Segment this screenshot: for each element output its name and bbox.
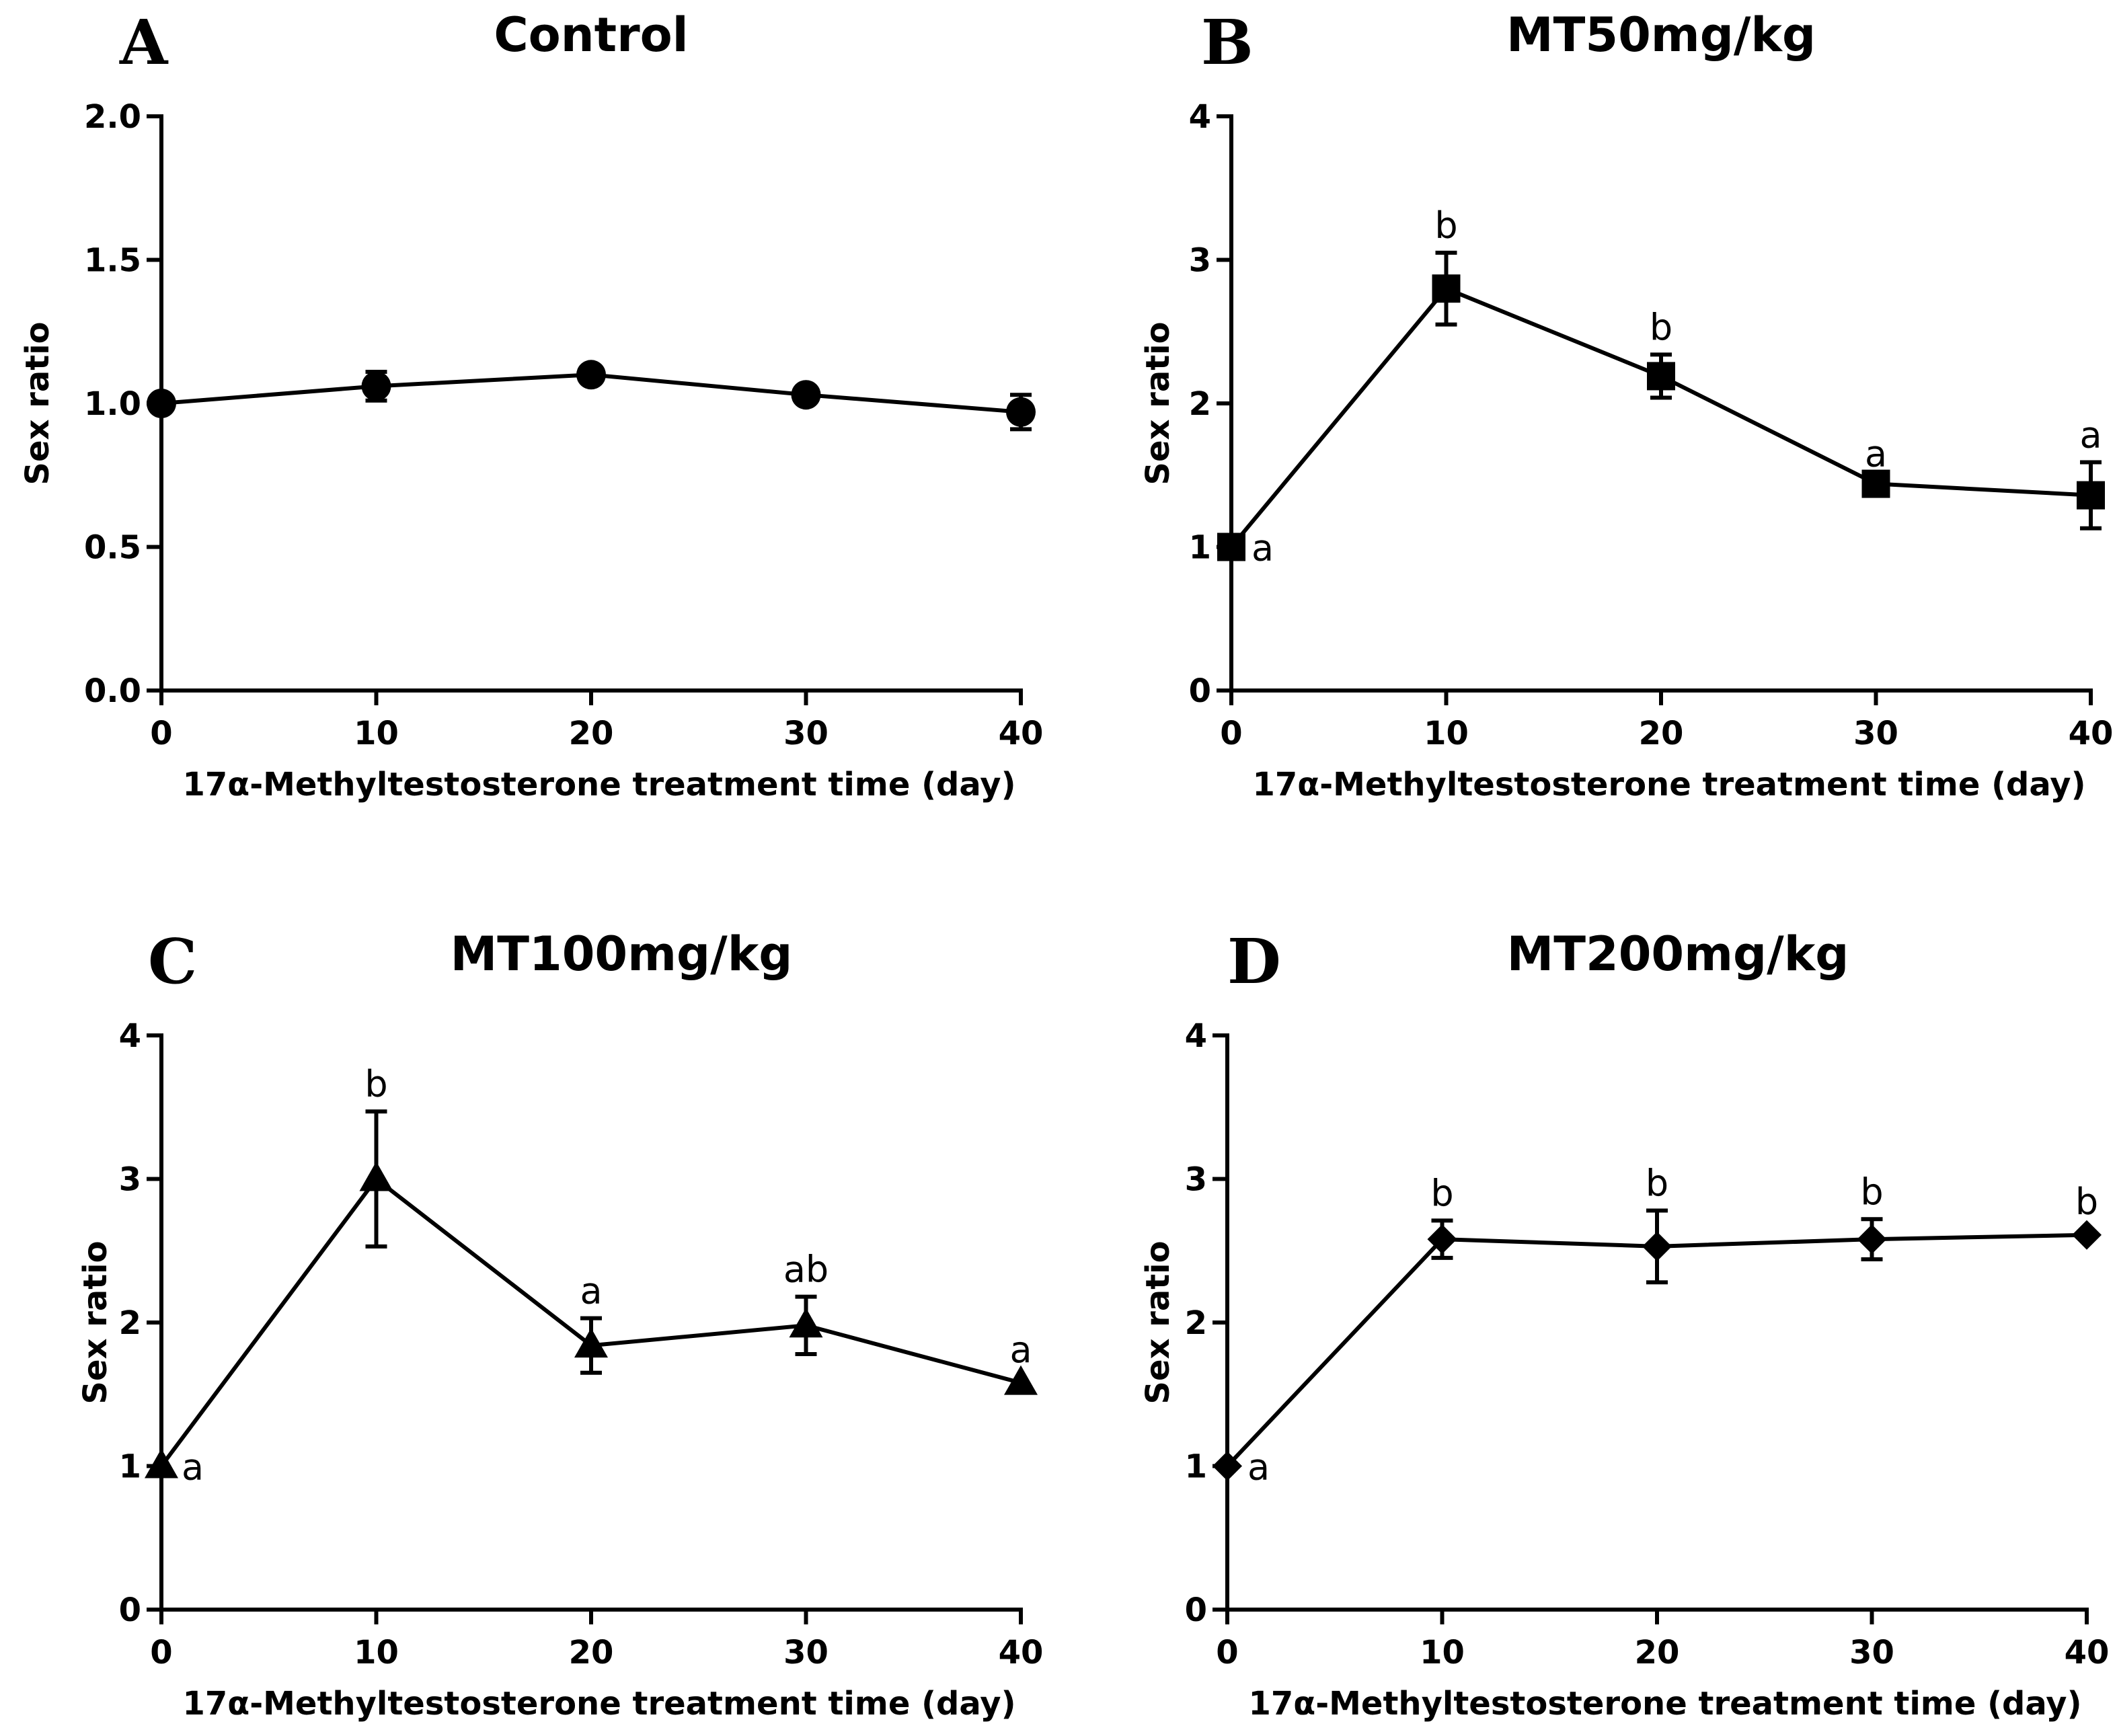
significance-label: b bbox=[1434, 204, 1457, 247]
x-tick-label: 20 bbox=[1635, 1634, 1680, 1671]
data-point bbox=[2072, 1220, 2102, 1250]
panel-letter: B bbox=[1201, 6, 1254, 79]
y-tick-label: 0.0 bbox=[84, 672, 141, 710]
chart-title: MT50mg/kg bbox=[1506, 7, 1816, 63]
panel-letter: D bbox=[1227, 925, 1281, 998]
x-tick-label: 10 bbox=[354, 1634, 399, 1671]
data-point bbox=[1217, 532, 1245, 561]
x-tick-label: 40 bbox=[999, 715, 1044, 752]
x-tick-label: 0 bbox=[1216, 1634, 1238, 1671]
y-tick-label: 2 bbox=[119, 1304, 141, 1342]
y-tick-label: 4 bbox=[1189, 98, 1211, 136]
significance-label: b bbox=[1430, 1172, 1453, 1214]
y-tick-label: 0 bbox=[1185, 1591, 1207, 1629]
significance-label: a bbox=[580, 1270, 602, 1312]
y-tick-label: 1 bbox=[1189, 529, 1211, 567]
chart-title: MT200mg/kg bbox=[1507, 926, 1849, 982]
y-axis-label: Sex ratio bbox=[1139, 1240, 1177, 1404]
x-tick-label: 30 bbox=[1853, 715, 1898, 752]
significance-label: b bbox=[1650, 306, 1672, 348]
data-point bbox=[147, 389, 176, 418]
x-tick-label: 10 bbox=[1420, 1634, 1465, 1671]
significance-label: b bbox=[2075, 1181, 2098, 1223]
significance-label: b bbox=[364, 1063, 387, 1105]
x-tick-label: 30 bbox=[783, 1634, 829, 1671]
y-tick-label: 1 bbox=[1185, 1448, 1207, 1486]
x-tick-label: 20 bbox=[569, 1634, 614, 1671]
y-tick-label: 0 bbox=[1189, 672, 1211, 710]
data-point bbox=[2077, 481, 2105, 510]
data-point bbox=[1647, 362, 1675, 391]
y-tick-label: 0 bbox=[119, 1591, 141, 1629]
x-tick-label: 20 bbox=[569, 715, 614, 752]
panel-letter: C bbox=[148, 925, 197, 998]
x-axis-label: 17α-Methyltestosterone treatment time (d… bbox=[182, 766, 1015, 803]
significance-label: a bbox=[1247, 1446, 1270, 1489]
panel-a: A Control 0.0 0.5 1.0 1.5 2.0 0 10 20 30 40 17α-Meth… bbox=[19, 6, 1043, 803]
y-tick-label: 1.0 bbox=[84, 385, 141, 423]
data-point bbox=[1213, 1451, 1242, 1481]
x-tick-label: 30 bbox=[1849, 1634, 1894, 1671]
y-tick-label: 2 bbox=[1189, 385, 1211, 423]
chart-title: MT100mg/kg bbox=[451, 926, 793, 982]
data-point bbox=[1432, 274, 1461, 303]
y-tick-label: 2.0 bbox=[84, 98, 141, 136]
y-tick-label: 3 bbox=[1185, 1161, 1207, 1199]
y-axis-label: Sex ratio bbox=[1139, 321, 1177, 485]
data-point bbox=[1004, 1365, 1038, 1395]
x-tick-label: 40 bbox=[2065, 1634, 2110, 1671]
chart-title: Control bbox=[494, 7, 688, 63]
y-tick-label: 0.5 bbox=[84, 529, 141, 567]
significance-label: a bbox=[1252, 527, 1274, 569]
data-point bbox=[1642, 1231, 1672, 1261]
x-axis-label: 17α-Methyltestosterone treatment time (d… bbox=[182, 1685, 1015, 1723]
significance-label: a bbox=[1865, 432, 1887, 475]
x-axis-label: 17α-Methyltestosterone treatment time (d… bbox=[1248, 1685, 2081, 1723]
data-point bbox=[1857, 1224, 1887, 1255]
x-tick-label: 40 bbox=[999, 1634, 1044, 1671]
y-tick-label: 4 bbox=[119, 1017, 141, 1055]
significance-label: a bbox=[2079, 414, 2102, 457]
data-point bbox=[791, 380, 821, 410]
x-tick-label: 0 bbox=[150, 1634, 172, 1671]
data-point bbox=[361, 371, 391, 401]
data-point bbox=[789, 1308, 823, 1338]
x-tick-label: 0 bbox=[150, 715, 172, 752]
panel-letter: A bbox=[119, 6, 169, 79]
y-tick-label: 1.5 bbox=[84, 242, 141, 280]
significance-label: b bbox=[1646, 1162, 1668, 1204]
data-point bbox=[1861, 469, 1890, 498]
y-axis-label: Sex ratio bbox=[19, 321, 56, 485]
x-axis-label: 17α-Methyltestosterone treatment time (d… bbox=[1252, 766, 2085, 803]
y-tick-label: 1 bbox=[119, 1448, 141, 1486]
x-tick-label: 20 bbox=[1639, 715, 1684, 752]
significance-label: ab bbox=[783, 1249, 829, 1291]
data-point bbox=[359, 1161, 393, 1191]
y-tick-label: 4 bbox=[1185, 1017, 1207, 1055]
data-point bbox=[1006, 397, 1036, 427]
x-tick-label: 0 bbox=[1220, 715, 1242, 752]
y-tick-label: 3 bbox=[119, 1161, 141, 1199]
y-axis-label: Sex ratio bbox=[77, 1240, 114, 1404]
data-point bbox=[576, 360, 606, 390]
significance-label: a bbox=[1009, 1329, 1032, 1371]
x-tick-label: 40 bbox=[2069, 715, 2114, 752]
x-tick-label: 30 bbox=[783, 715, 829, 752]
significance-label: b bbox=[1860, 1171, 1883, 1213]
x-tick-label: 10 bbox=[354, 715, 399, 752]
y-tick-label: 3 bbox=[1189, 242, 1211, 280]
data-point bbox=[145, 1448, 178, 1478]
data-point bbox=[1427, 1224, 1457, 1255]
x-tick-label: 10 bbox=[1424, 715, 1469, 752]
data-point bbox=[574, 1328, 608, 1358]
y-tick-label: 2 bbox=[1185, 1304, 1207, 1342]
significance-label: a bbox=[182, 1446, 204, 1489]
